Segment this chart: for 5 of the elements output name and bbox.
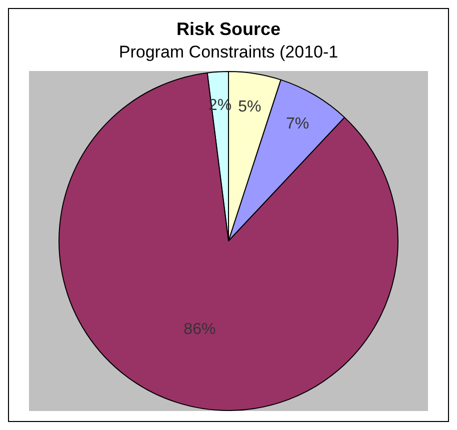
data-label: 7% (286, 116, 310, 133)
data-label: 5% (238, 98, 262, 116)
chart-title: Risk Source (176, 18, 281, 39)
data-label: 86% (184, 321, 216, 338)
chart-subtitle: Program Constraints (2010-1 (118, 42, 338, 62)
